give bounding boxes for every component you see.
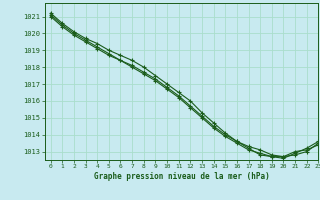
- X-axis label: Graphe pression niveau de la mer (hPa): Graphe pression niveau de la mer (hPa): [94, 172, 269, 181]
